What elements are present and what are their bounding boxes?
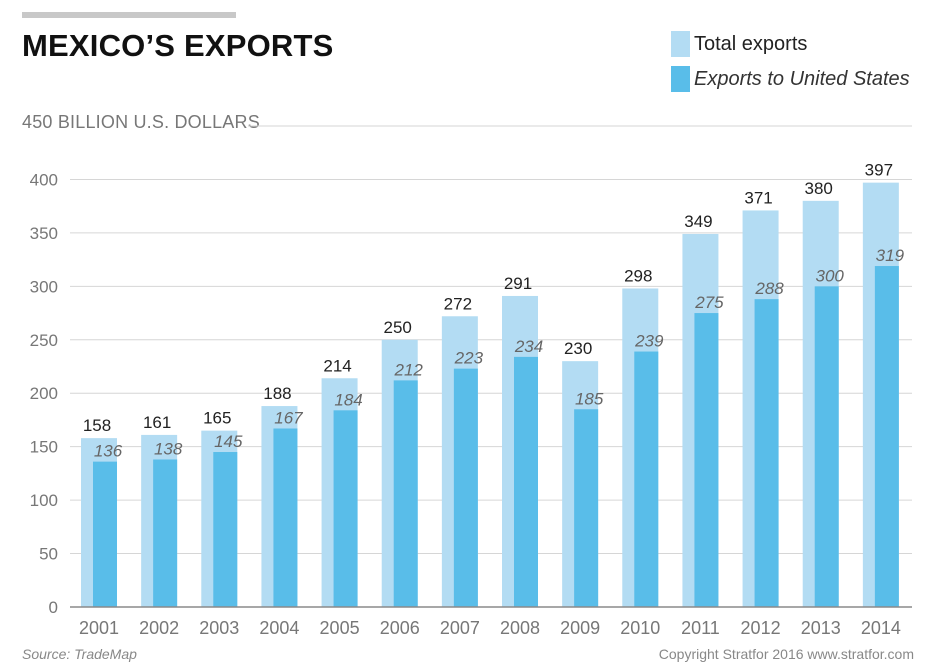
bar-us (634, 351, 659, 607)
x-tick-label: 2011 (681, 618, 720, 638)
data-label-us: 319 (876, 246, 905, 265)
data-label-total: 161 (143, 413, 171, 432)
data-label-total: 291 (504, 274, 532, 293)
x-tick-label: 2001 (79, 618, 119, 638)
y-tick-label: 200 (30, 384, 58, 403)
x-tick-label: 2010 (620, 618, 660, 638)
data-label-us: 275 (694, 293, 724, 312)
data-label-us: 288 (754, 279, 784, 298)
x-tick-label: 2013 (801, 618, 841, 638)
bar-us (333, 410, 358, 607)
data-label-us: 234 (514, 337, 543, 356)
x-tick-label: 2002 (139, 618, 179, 638)
bar-us (754, 299, 779, 607)
data-label-total: 349 (684, 212, 712, 231)
x-tick-label: 2014 (861, 618, 901, 638)
bar-us (514, 356, 538, 607)
y-axis-unit-label: 450 BILLION U.S. DOLLARS (22, 112, 260, 132)
data-label-us: 184 (334, 390, 362, 409)
data-label-total: 230 (564, 339, 592, 358)
bar-us (453, 368, 478, 607)
data-label-us: 138 (154, 439, 183, 458)
x-tick-label: 2004 (259, 618, 299, 638)
legend-swatch-total (671, 31, 690, 57)
bar-us (574, 409, 599, 607)
data-label-us: 300 (816, 266, 845, 285)
bar-us (153, 459, 178, 607)
data-label-total: 272 (444, 294, 472, 313)
y-tick-label: 150 (30, 438, 58, 457)
legend-swatch-us (671, 66, 690, 92)
x-tick-label: 2012 (741, 618, 781, 638)
data-label-total: 188 (263, 384, 291, 403)
chart-title: MEXICO’S EXPORTS (22, 28, 334, 63)
legend-item-us-exports: Exports to United States (671, 66, 910, 92)
y-tick-label: 250 (30, 331, 58, 350)
data-label-us: 223 (454, 349, 484, 368)
y-tick-label: 0 (49, 598, 58, 617)
data-label-total: 158 (83, 416, 111, 435)
legend-label-us: Exports to United States (694, 67, 910, 90)
data-label-total: 371 (744, 188, 772, 207)
legend-label-total: Total exports (694, 32, 808, 55)
x-tick-label: 2006 (380, 618, 420, 638)
bar-us (874, 266, 899, 607)
y-tick-label: 50 (39, 545, 58, 564)
data-label-us: 145 (214, 432, 243, 451)
bar-us (393, 380, 418, 607)
x-tick-label: 2003 (199, 618, 239, 638)
y-tick-label: 400 (30, 170, 58, 189)
copyright-note: Copyright Stratfor 2016 www.stratfor.com (658, 646, 914, 662)
bar-us (814, 286, 839, 607)
x-tick-label: 2008 (500, 618, 540, 638)
bar-us (273, 428, 298, 607)
source-note: Source: TradeMap (22, 646, 137, 662)
data-label-us: 136 (94, 442, 123, 461)
x-tick-label: 2005 (320, 618, 360, 638)
data-label-total: 298 (624, 266, 652, 285)
data-label-total: 250 (384, 318, 412, 337)
data-label-us: 239 (634, 332, 664, 351)
data-label-total: 165 (203, 409, 231, 428)
y-tick-label: 100 (30, 491, 58, 510)
data-label-total: 380 (805, 179, 833, 198)
data-label-us: 212 (394, 360, 424, 379)
data-label-us: 185 (575, 389, 604, 408)
bar-us (213, 452, 238, 607)
data-label-us: 167 (274, 408, 303, 427)
y-tick-label: 350 (30, 224, 58, 243)
x-tick-label: 2007 (440, 618, 480, 638)
y-tick-label: 300 (30, 277, 58, 296)
legend-item-total-exports: Total exports (671, 31, 807, 57)
bar-us (694, 313, 719, 607)
bar-us (93, 461, 117, 607)
top-rule (22, 12, 236, 18)
data-label-total: 397 (865, 161, 893, 180)
x-tick-label: 2009 (560, 618, 600, 638)
data-label-total: 214 (323, 356, 351, 375)
